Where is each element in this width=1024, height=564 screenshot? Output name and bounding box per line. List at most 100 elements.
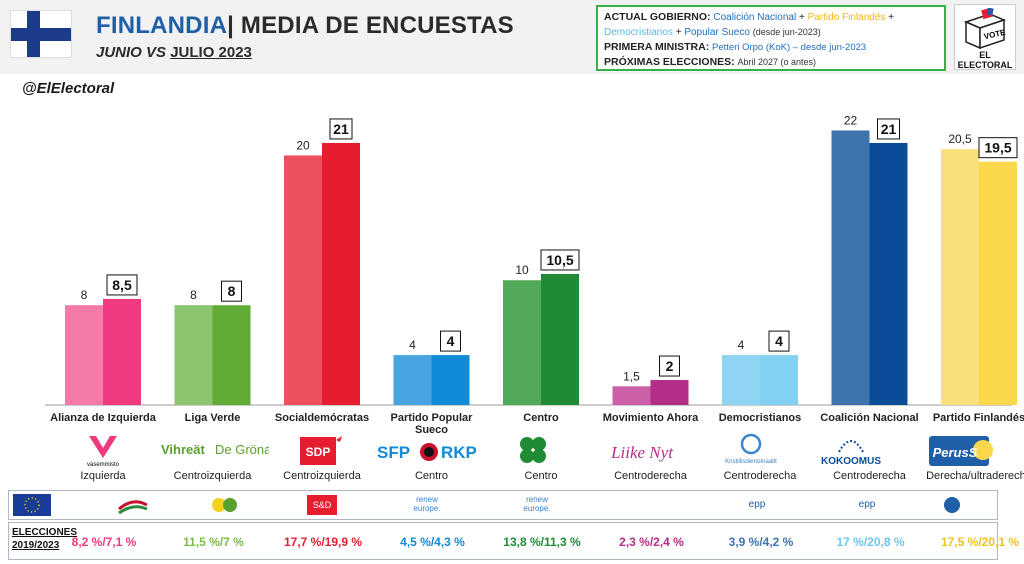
elections-title-line1: ELECCIONES	[12, 527, 78, 538]
ideology-label-0: Izquierda	[80, 470, 126, 482]
label-prev-6: 4	[738, 338, 745, 352]
ideology-label-4: Centro	[524, 470, 558, 482]
election-value-8: 17,5 %/20,1 %	[940, 535, 1020, 549]
sdp-name: SDP	[306, 445, 331, 459]
label-box-curr-5	[659, 355, 680, 377]
bar-prev-2	[284, 155, 322, 405]
bar-curr-2	[322, 142, 360, 405]
gov-line: ACTUAL GOBIERNO: Coalición Nacional + Pa…	[604, 10, 938, 25]
label-box-curr-0	[106, 274, 138, 296]
plus-sign: +	[798, 12, 805, 23]
kd-name: Kristillisdemokraatit	[725, 459, 777, 465]
category-label-2: Socialdemócratas	[274, 412, 370, 424]
rkp-name: RKP	[441, 443, 477, 462]
ballot-box-icon: VOTE	[963, 8, 1007, 50]
label-prev-4: 10	[515, 263, 529, 277]
bar-prev-8	[941, 149, 979, 405]
label-curr-3: 4	[447, 333, 455, 349]
title-rest: | MEDIA DE ENCUESTAS	[227, 12, 514, 39]
logo-liike-nyt: Liike Nyt	[586, 432, 698, 470]
gov-party-ps: Partido Finlandés	[807, 12, 886, 23]
ideology-label-5: Centroderecha	[614, 470, 687, 482]
label-curr-8: 19,5	[984, 140, 1011, 156]
label-prev-5: 1,5	[623, 369, 640, 383]
label-box-curr-6	[768, 330, 790, 352]
bar-curr-0	[103, 298, 141, 405]
ideology-label-3: Centro	[414, 470, 449, 482]
plus-sign: +	[675, 27, 682, 38]
government-info-box: ACTUAL GOBIERNO: Coalición Nacional + Pa…	[596, 5, 946, 71]
logo-centro	[477, 432, 589, 470]
label-prev-7: 22	[844, 113, 858, 127]
bar-prev-3	[393, 355, 432, 405]
logo-kd: Kristillisdemokraatit	[695, 432, 807, 470]
clover-icon	[520, 437, 546, 463]
category-label-0: Alianza de Izquierda	[50, 412, 156, 424]
election-value-4: 13,8 %/11,3 %	[503, 535, 581, 549]
sd-group-badge: S&D	[307, 495, 337, 515]
label-box-curr-7	[877, 118, 900, 140]
label-prev-2: 20	[296, 138, 310, 152]
epp-group-2: epp	[858, 499, 876, 510]
gov-party-sfp: Popular Sueco	[684, 27, 750, 38]
category-label-6: Democristianos	[718, 412, 802, 424]
kok-name: KOKOOMUS	[821, 456, 881, 467]
vihr-a: Vihreät	[161, 442, 206, 457]
pm-value: Petteri Orpo (KoK) – desde jun-2023	[711, 42, 867, 53]
left-group-icon	[107, 495, 159, 515]
finland-flag-icon	[10, 10, 72, 58]
page-title: FINLANDIA| MEDIA DE ENCUESTAS	[96, 12, 514, 40]
category-label-5: Movimiento Ahora	[602, 412, 699, 424]
logo-perussuomalaiset: PerusS	[905, 432, 1017, 470]
gov-line-2: Democristianos + Popular Sueco (desde ju…	[604, 25, 938, 40]
label-prev-8: 20,5	[948, 132, 972, 146]
bar-prev-5	[612, 386, 651, 405]
el-electoral-logo: VOTE EL ELECTORAL	[954, 4, 1016, 70]
election-value-2: 17,7 %/19,9 %	[283, 535, 363, 549]
category-label-4: Centro	[523, 412, 559, 424]
logo-sdp: SDP	[266, 432, 378, 470]
election-value-3: 4,5 %/4,3 %	[400, 535, 465, 549]
subtitle-curr: JULIO 2023	[170, 44, 252, 61]
label-box-curr-2	[329, 118, 353, 140]
label-curr-0: 8,5	[112, 277, 132, 293]
label-box-curr-4	[540, 249, 580, 271]
label-box-curr-1	[221, 280, 242, 302]
renew-group-2: renew europe.	[523, 495, 551, 513]
liik-name: Liike Nyt	[610, 443, 674, 462]
label-prev-3: 4	[409, 338, 416, 352]
election-value-5: 2,3 %/2,4 %	[619, 535, 684, 549]
elections-row: ELECCIONES 2019/2023 8,2 %/7,1 % 11,5 %/7…	[8, 522, 1019, 560]
ideology-label-7: Centroderecha	[833, 470, 906, 482]
bar-curr-1	[212, 305, 251, 405]
label-curr-2: 21	[333, 121, 349, 137]
next-election-line: PRÓXIMAS ELECCIONES: Abril 2027 (o antes…	[604, 55, 938, 70]
election-value-6: 3,9 %/4,2 %	[728, 535, 794, 549]
gov-since: (desde jun-2023)	[752, 27, 821, 37]
renew-group-1: renew europe.	[413, 495, 441, 513]
election-value-7: 17 %/20,8 %	[836, 535, 905, 549]
label-curr-4: 10,5	[546, 252, 573, 268]
country-name: FINLANDIA	[96, 12, 228, 39]
bar-prev-6	[722, 355, 760, 405]
label-curr-6: 4	[775, 333, 783, 349]
label-box-curr-8	[978, 137, 1018, 159]
bar-curr-7	[869, 142, 908, 405]
plus-sign: +	[888, 12, 895, 23]
eu-flag-icon	[13, 494, 51, 516]
label-box-curr-3	[440, 330, 461, 352]
sfp-name: SFP	[377, 443, 410, 462]
label-curr-1: 8	[228, 283, 236, 299]
bar-curr-8	[979, 161, 1017, 405]
next-label: PRÓXIMAS ELECCIONES:	[604, 56, 735, 68]
ideology-label-2: Centroizquierda	[283, 470, 361, 482]
ps-name: PerusS	[933, 445, 978, 460]
eu-group-row: S&D renew europe. renew europe. epp epp	[8, 490, 998, 520]
label-prev-0: 8	[81, 288, 88, 302]
gov-label: ACTUAL GOBIERNO:	[604, 11, 711, 23]
elections-title-line2: 2019/2023	[12, 540, 60, 551]
elections-title: ELECCIONES 2019/2023	[12, 526, 77, 552]
ideology-label-6: Centroderecha	[723, 470, 797, 482]
bar-prev-1	[174, 305, 213, 405]
twitter-handle: @ElElectoral	[22, 80, 115, 97]
